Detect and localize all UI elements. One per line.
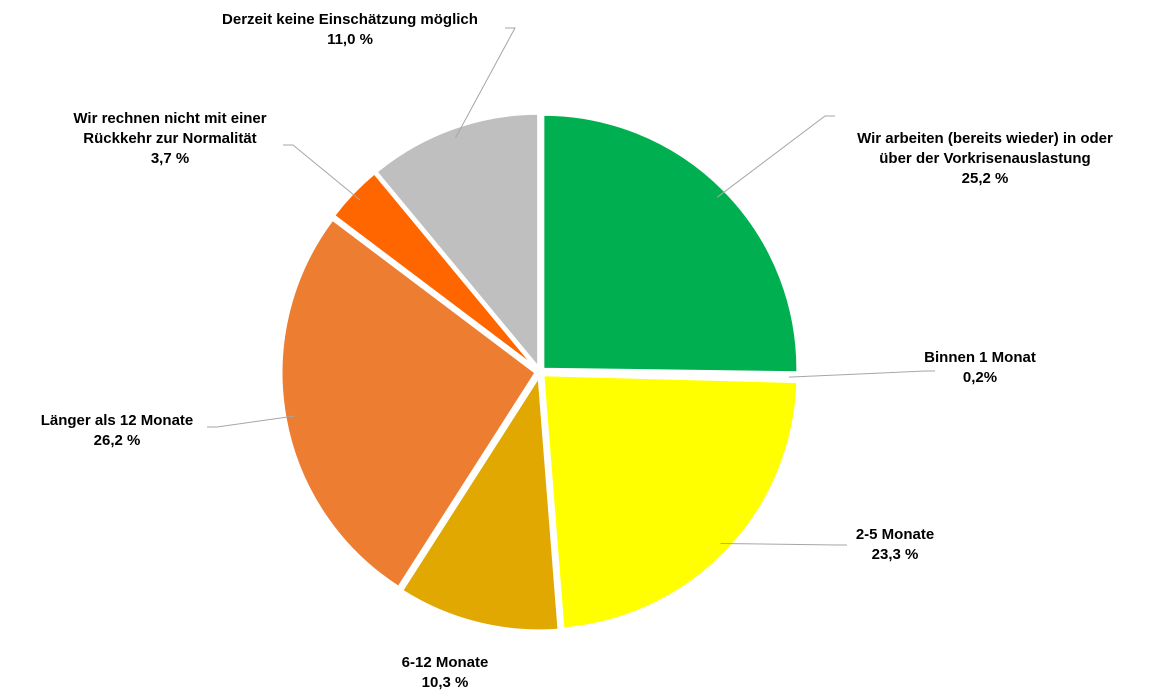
leader-line-2-5-monate	[720, 542, 847, 546]
slice-value-label: 11,0 %	[327, 31, 373, 48]
slice-category-label: Länger als 12 Monate	[41, 412, 194, 429]
pie-slices	[279, 111, 801, 633]
slice-category-label: 6-12 Monate	[402, 654, 489, 671]
slice-category-label: über der Vorkrisenauslastung	[879, 150, 1090, 167]
slice-2-5-monate	[541, 373, 800, 631]
leader-line-wir-rechnen-nicht-mit-einer-r-ckkehr-zur-normalit-t	[283, 144, 361, 201]
slice-value-label: 10,3 %	[422, 674, 469, 691]
slice-labels: Wir arbeiten (bereits wieder) in oder übe…	[41, 11, 1113, 691]
slice-label-wir-arbeiten-bereits-wieder-in-oder-ber-der-vorkrisenauslastung: Wir arbeiten (bereits wieder) in oder übe…	[857, 130, 1113, 187]
slice-wir-arbeiten-bereits-wieder-in-oder-ber-der-vorkrisenauslastung	[541, 112, 800, 375]
slice-value-label: 23,3 %	[872, 546, 919, 563]
slice-label-2-5-monate: 2-5 Monate 23,3 %	[856, 526, 934, 563]
leader-line-derzeit-keine-einsch-tzung-m-glich	[455, 27, 516, 138]
slice-category-label: Rückkehr zur Normalität	[83, 130, 256, 147]
slice-label-6-12-monate: 6-12 Monate 10,3 %	[402, 654, 489, 691]
slice-category-label: 2-5 Monate	[856, 526, 934, 543]
slice-6-12-monate	[399, 371, 561, 633]
slice-category-label: Wir rechnen nicht mit einer	[73, 110, 266, 127]
slice-wir-rechnen-nicht-mit-einer-r-ckkehr-zur-normalit-t	[331, 170, 539, 371]
slice-category-label: Wir arbeiten (bereits wieder) in oder	[857, 130, 1113, 147]
slice-value-label: 0,2%	[963, 369, 997, 386]
slice-label-derzeit-keine-einsch-tzung-m-glich: Derzeit keine Einschätzung möglich 11,0 %	[222, 11, 478, 48]
leader-line-l-nger-als-12-monate	[207, 415, 295, 428]
leader-lines	[207, 27, 935, 546]
slice-value-label: 3,7 %	[151, 150, 189, 167]
slice-category-label: Derzeit keine Einschätzung möglich	[222, 11, 478, 28]
slice-binnen-1-monat	[543, 370, 801, 381]
slice-value-label: 25,2 %	[962, 170, 1009, 187]
slice-value-label: 26,2 %	[94, 432, 141, 449]
slice-category-label: Binnen 1 Monat	[924, 349, 1036, 366]
slice-label-wir-rechnen-nicht-mit-einer-r-ckkehr-zur-normalit-t: Wir rechnen nicht mit einer Rückkehr zur …	[73, 110, 266, 167]
leader-line-binnen-1-monat	[788, 370, 935, 378]
slice-derzeit-keine-einsch-tzung-m-glich	[373, 111, 541, 373]
slice-label-l-nger-als-12-monate: Länger als 12 Monate 26,2 %	[41, 412, 194, 449]
leader-line-wir-arbeiten-bereits-wieder-in-oder-ber-der-vorkrisenauslastung	[717, 115, 835, 198]
slice-label-binnen-1-monat: Binnen 1 Monat 0,2%	[924, 349, 1036, 386]
